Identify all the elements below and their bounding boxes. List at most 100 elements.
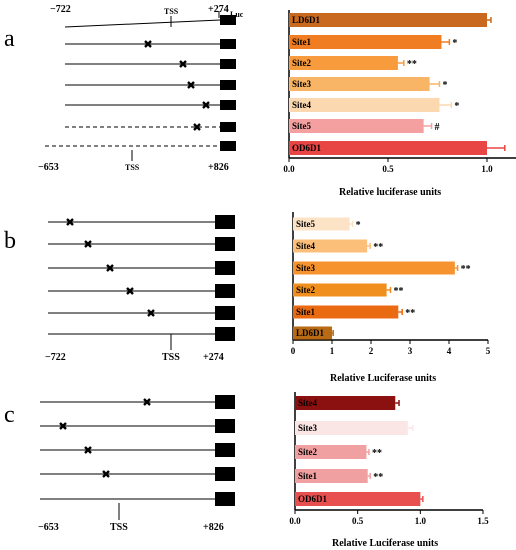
chart-2-bar-site5 [293, 217, 350, 231]
mutation-a-marker-3 [179, 60, 187, 68]
chart-1-bar-label-site1: Site1 [292, 37, 311, 47]
chart-3-tick-label-3: 1.0 [415, 516, 427, 526]
construct-b-luc-box-5 [215, 306, 235, 320]
mutation-c-marker-1-stroke-2 [143, 398, 151, 406]
coord-left-top: −722 [50, 4, 71, 15]
coord-left-bottom: −653 [38, 162, 59, 173]
chart-1-bar-label-ld6d1: LD6D1 [292, 15, 321, 25]
chart-2-tick-label-4: 3 [408, 346, 413, 356]
chart-3-bar-site3 [295, 421, 408, 435]
construct-b-luc-box-4 [215, 284, 235, 298]
construct-c-luc-box-2 [215, 419, 235, 433]
construct-c-luc-box-3 [215, 443, 235, 457]
chart-3-tick-label-1: 0.0 [289, 516, 301, 526]
construct-c-luc-box-5 [215, 492, 235, 506]
mutation-b-marker-2-stroke-2 [84, 240, 92, 248]
construct-a-luc-box-4 [220, 80, 236, 90]
chart-3-significance-site2: ** [372, 448, 382, 459]
coord-right-c: +826 [203, 522, 224, 533]
mutation-b-marker-3 [106, 264, 114, 272]
chart-1-bar-label-site2: Site2 [292, 58, 311, 68]
coord-left-b: −722 [45, 352, 66, 363]
mutation-a-marker-4-stroke-2 [187, 81, 195, 89]
mutation-a-marker-4 [187, 81, 195, 89]
chart-1-bar-site1 [289, 35, 442, 49]
coord-left-c: −653 [38, 522, 59, 533]
chart-1-tick-label-1: 0.0 [283, 164, 295, 174]
chart-2-bar-site1 [293, 305, 399, 319]
chart-layer: 0.0 0.5 1.0 1.5 Relative luciferase units LD6… [40, 10, 516, 549]
chart-1-bar-label-site4: Site4 [292, 100, 311, 110]
chart-2-bar-label-site3: Site3 [296, 263, 315, 273]
chart-2-tick-label-6: 5 [486, 346, 491, 356]
chart-1-bar-site2 [289, 56, 398, 70]
chart-2-bar-label-ld6d1: LD6D1 [296, 328, 325, 338]
mutation-a-marker-3-stroke-2 [179, 60, 187, 68]
mutation-c-marker-4 [102, 470, 110, 478]
mutation-b-marker-4 [126, 287, 134, 295]
panel-c-label: c [4, 402, 15, 428]
construct-a-luc-box-7 [220, 141, 236, 151]
chart-2-bar-label-site2: Site2 [296, 285, 315, 295]
chart-2-tick-label-5: 4 [447, 346, 452, 356]
chart-2-bar-ld6d1 [293, 326, 332, 340]
construct-b-luc-box-3 [215, 261, 235, 275]
construct-c-luc-box-4 [215, 467, 235, 481]
mutation-a-marker-2 [144, 40, 152, 48]
chart-3-bar-label-site4: Site4 [298, 398, 317, 408]
mutation-a-marker-6-stroke-2 [193, 123, 201, 131]
mutation-b-marker-5 [147, 309, 155, 317]
chart-2-significance-site5: * [356, 220, 361, 231]
chart-1-significance-site1: * [452, 38, 457, 49]
tss-c-label: TSS [110, 522, 128, 533]
construct-a-luc-box-2 [220, 39, 236, 49]
coord-right-bottom: +826 [208, 162, 229, 173]
chart-2-bar-label-site5: Site5 [296, 219, 315, 229]
chart-3-bar-label-site2: Site2 [298, 447, 317, 457]
mutation-b-marker-1-stroke-2 [66, 218, 74, 226]
construct-a-luc-box-1 [220, 15, 236, 25]
mutation-b-marker-3-stroke-2 [106, 264, 114, 272]
chart-1-bar-site5 [289, 119, 424, 133]
mutation-c-marker-4-stroke-2 [102, 470, 110, 478]
chart-3-bar-label-od6d1: OD6D1 [298, 494, 327, 504]
construct-b-luc-box-6 [215, 327, 235, 341]
mutation-c-marker-1 [143, 398, 151, 406]
chart-3-tick-label-2: 0.5 [352, 516, 364, 526]
chart-1-significance-site4: * [454, 101, 459, 112]
chart-3-bar-site1 [295, 469, 368, 483]
chart-3-bar-label-site1: Site1 [298, 471, 317, 481]
mutation-a-marker-5-stroke-2 [202, 101, 210, 109]
luc-label: Luc [230, 10, 244, 19]
chart-1-bar-od6d1 [289, 141, 487, 155]
chart-2-significance-site3: ** [461, 264, 471, 275]
chart-2-tick-label-2: 1 [330, 346, 335, 356]
tss-top-label: TSS [164, 7, 179, 16]
chart-2-bar-site4 [293, 239, 368, 253]
chart-2-significance-site2: ** [394, 286, 404, 297]
panel-c-constructs: −653 +826 TSS [38, 503, 224, 533]
chart-1-significance-site2: ** [407, 59, 417, 70]
chart-2-x-axis-label: Relative Luciferase units [330, 373, 436, 384]
mutation-b-marker-1 [66, 218, 74, 226]
chart-1-tick-label-2: 0.5 [382, 164, 394, 174]
mutation-a-marker-5 [202, 101, 210, 109]
mutation-c-marker-3 [84, 446, 92, 454]
chart-1-bar-label-site5: Site5 [292, 121, 311, 131]
chart-3-significance-site1: ** [373, 472, 383, 483]
construct-b-luc-box-1 [215, 215, 235, 229]
chart-1-bar-site4 [289, 98, 440, 112]
chart-2-tick-label-3: 2 [369, 346, 374, 356]
panel-b-constructs: −722 +274 TSS [45, 334, 224, 363]
chart-3-tick-label-4: 1.5 [477, 516, 489, 526]
construct-a-luc-box-6 [220, 122, 236, 132]
construct-c-luc-box-1 [215, 395, 235, 409]
chart-2-significance-site4: ** [373, 242, 383, 253]
chart-1-tick-label-3: 1.0 [481, 164, 493, 174]
mutation-a-marker-6 [193, 123, 201, 131]
coord-right-top: +274 [208, 4, 229, 15]
chart-3-bar-label-site3: Site3 [298, 423, 317, 433]
chart-2-tick-label-1: 0 [291, 346, 296, 356]
chart-1-bar-label-site3: Site3 [292, 79, 311, 89]
